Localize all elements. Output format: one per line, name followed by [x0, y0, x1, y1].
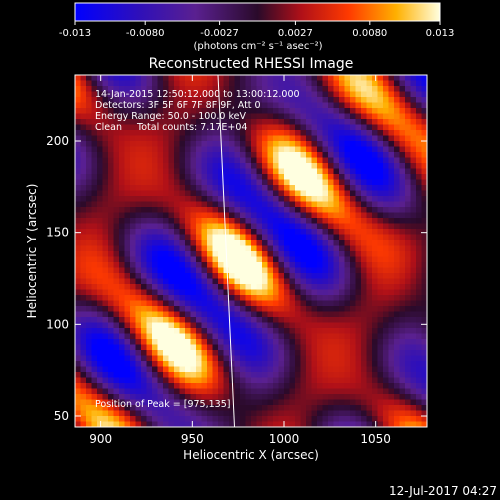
- y-axis-label: Heliocentric Y (arcsec): [25, 184, 39, 319]
- y-tick-label: 200: [46, 134, 69, 148]
- colorbar-frame: [74, 2, 441, 22]
- annotation-energy-range: Energy Range: 50.0 - 100.0 keV: [95, 111, 246, 122]
- plot-area: [75, 75, 427, 427]
- x-tick-label: 1050: [360, 432, 391, 446]
- annotation-time-range: 14-Jan-2015 12:50:12.000 to 13:00:12.000: [95, 89, 300, 100]
- annotation-detectors: Detectors: 3F 5F 6F 7F 8F 9F, Att 0: [95, 100, 261, 111]
- y-tick-label: 100: [46, 317, 69, 331]
- y-axis-ticks: 50 100 150 200: [46, 134, 427, 423]
- colorbar-tick-label: 0.0080: [352, 28, 387, 39]
- heatmap-image: [75, 75, 427, 427]
- colorbar-tick-label: 0.0027: [278, 28, 313, 39]
- colorbar-bar: [75, 3, 440, 21]
- x-tick-label: 950: [181, 432, 204, 446]
- y-tick-label: 150: [46, 226, 69, 240]
- colorbar: -0.013 -0.0080 -0.0027 0.0027 0.0080 0.013 (p…: [59, 2, 454, 52]
- colorbar-units: (photons cm⁻² s⁻¹ asec⁻²): [193, 41, 322, 52]
- peak-position-label: Position of Peak = [975,135]: [95, 399, 230, 410]
- y-tick-label: 50: [54, 409, 69, 423]
- colorbar-tick-marks: [74, 21, 441, 25]
- plot-frame: [74, 74, 428, 428]
- x-axis-label: Heliocentric X (arcsec): [183, 448, 319, 462]
- x-tick-label: 900: [89, 432, 112, 446]
- colorbar-tick-label: 0.013: [426, 28, 455, 39]
- colorbar-tick-label: -0.013: [59, 28, 91, 39]
- solar-limb-line: [217, 75, 235, 427]
- annotation-clean-counts: Clean Total counts: 7.17E+04: [95, 122, 247, 133]
- colorbar-tick-labels: -0.013 -0.0080 -0.0027 0.0027 0.0080 0.013: [59, 28, 454, 39]
- colorbar-tick-label: -0.0027: [200, 28, 239, 39]
- chart-title: Reconstructed RHESSI Image: [149, 56, 354, 72]
- colorbar-tick-label: -0.0080: [126, 28, 165, 39]
- x-tick-label: 1000: [269, 432, 300, 446]
- x-axis-ticks: 900 950 1000 1050: [89, 75, 391, 446]
- timestamp: 12-Jul-2017 04:27: [389, 484, 497, 498]
